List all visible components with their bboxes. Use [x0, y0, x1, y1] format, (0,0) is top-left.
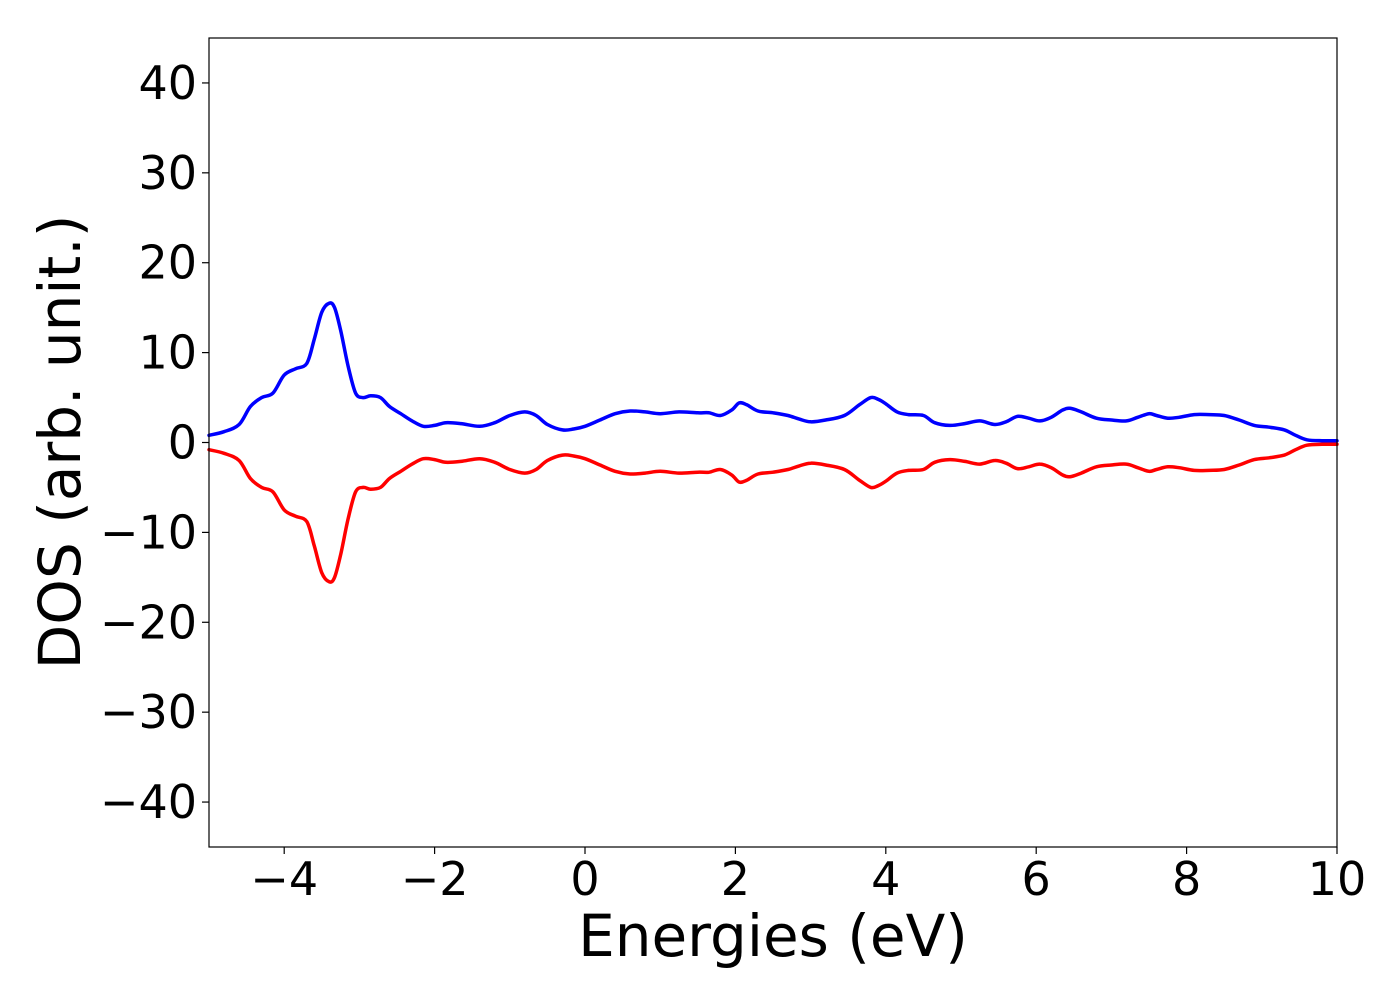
- red-dos-line: [207, 442, 1339, 584]
- x-tick-label: 2: [721, 852, 750, 906]
- y-tick-label: 30: [138, 146, 197, 200]
- x-tick-label: 4: [871, 852, 900, 906]
- x-tick-label: 10: [1308, 852, 1367, 906]
- y-tick-label: 10: [138, 326, 197, 380]
- y-tick-label: 0: [168, 416, 197, 470]
- y-tick-label: −20: [100, 595, 197, 649]
- y-axis-label: DOS (arb. unit.): [26, 215, 94, 670]
- y-tick-label: −40: [100, 775, 197, 829]
- blue-dos-line: [207, 301, 1339, 443]
- x-axis-label: Energies (eV): [578, 902, 968, 970]
- x-tick-label: −4: [250, 852, 318, 906]
- plot-frame: [208, 37, 1338, 848]
- x-tick-label: 6: [1022, 852, 1051, 906]
- x-tick-label: −2: [401, 852, 469, 906]
- x-tick-label: 0: [570, 852, 599, 906]
- y-tick-label: 40: [138, 56, 197, 110]
- y-tick-label: −10: [100, 505, 197, 559]
- y-tick-label: −30: [100, 685, 197, 739]
- y-tick-label: 20: [138, 236, 197, 290]
- x-tick-label: 8: [1172, 852, 1201, 906]
- series-layer: [207, 301, 1339, 584]
